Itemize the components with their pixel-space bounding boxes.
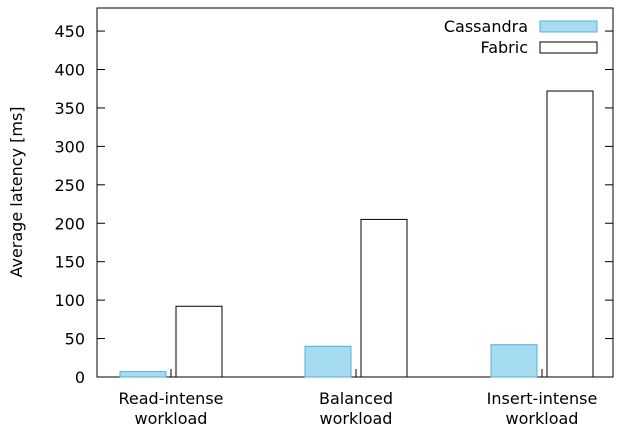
y-tick-label: 0 [75,368,85,387]
y-tick-label: 350 [54,99,85,118]
x-tick-label: Insert-intense [487,389,598,408]
legend-label-cassandra: Cassandra [444,17,528,36]
bar-fabric-1 [360,218,408,378]
y-tick-label: 450 [54,22,85,41]
legend-swatch-cassandra [539,20,598,33]
x-tick-label: workload [506,409,579,428]
y-axis-label: Average latency [ms] [7,106,26,277]
x-tick-label: Read-intense [119,389,224,408]
plot-frame [96,7,614,378]
x-tick-label: Balanced [319,389,393,408]
bar-cassandra-2 [490,344,538,378]
y-tick-label: 300 [54,137,85,156]
legend-swatch-fabric [539,41,598,54]
legend: Cassandra Fabric [444,17,598,57]
x-axis-labels: Read-intenseworkloadBalancedworkloadInse… [119,389,598,428]
bar-cassandra-0 [119,371,167,378]
y-tick-label: 150 [54,253,85,272]
x-tick-label: workload [320,409,393,428]
y-tick-label: 250 [54,176,85,195]
x-tick-label: workload [135,409,208,428]
bar-cassandra-1 [304,345,352,378]
y-tick-label: 200 [54,214,85,233]
legend-label-fabric: Fabric [480,38,528,57]
y-tick-label: 50 [65,330,85,349]
bar-fabric-2 [546,90,594,378]
y-tick-label: 100 [54,291,85,310]
y-axis-ticks: 0 50 100 150 200 250 300 350 400 450 [54,22,613,387]
bars [119,90,594,378]
bar-fabric-0 [175,305,223,378]
y-tick-label: 400 [54,61,85,80]
